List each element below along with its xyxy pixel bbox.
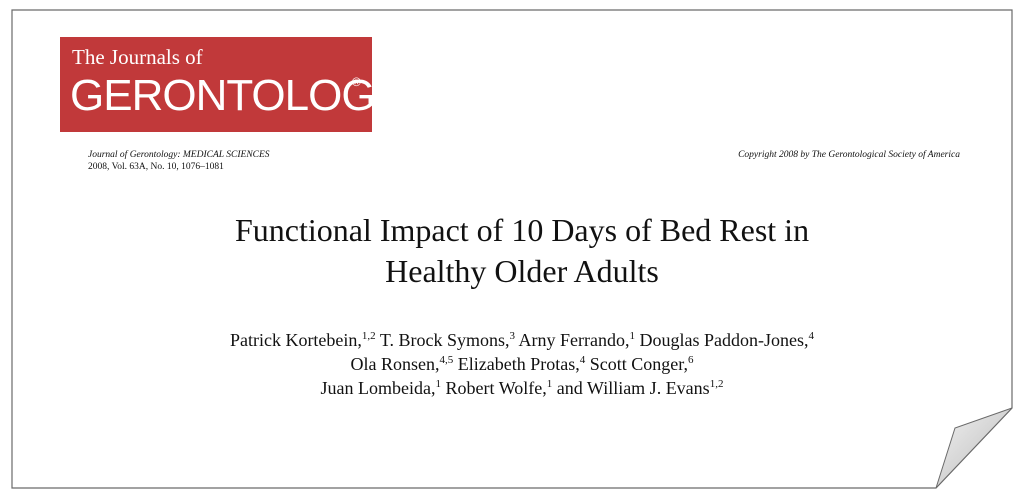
author-name: Arny Ferrando,	[518, 330, 630, 350]
copyright: Copyright 2008 by The Gerontological Soc…	[738, 150, 960, 160]
journal-logo: The Journals of GERONTOLOGY ®	[60, 37, 404, 132]
author-affiliation: 4,5	[439, 354, 454, 366]
journal-citation: 2008, Vol. 63A, No. 10, 1076–1081	[88, 162, 224, 172]
author-name: T. Brock Symons,	[379, 330, 510, 350]
author-name: Patrick Kortebein,	[229, 330, 362, 350]
author-affiliation: 4	[579, 354, 586, 366]
author-name: Elizabeth Protas,	[457, 354, 580, 374]
journal-name: Journal of Gerontology: MEDICAL SCIENCES	[88, 150, 270, 160]
author-affiliation: 1	[629, 330, 636, 342]
logo-mark: ®	[352, 75, 361, 89]
author-name: Scott Conger,	[589, 354, 688, 374]
author-line: Patrick Kortebein,1,2 T. Brock Symons,3 …	[0, 330, 1022, 351]
author-affiliation: 1	[546, 378, 553, 390]
article-title: Functional Impact of 10 Days of Bed Rest…	[234, 212, 810, 248]
author-affiliation: 3	[509, 330, 516, 342]
author-affiliation: 1,2	[709, 378, 724, 390]
author-name: Juan Lombeida,	[320, 378, 436, 398]
author-line: Ola Ronsen,4,5 Elizabeth Protas,4 Scott …	[0, 354, 1022, 375]
author-affiliation: 6	[688, 354, 694, 366]
article-title: Healthy Older Adults	[385, 253, 659, 289]
author-affiliation: 1,2	[361, 330, 376, 342]
author-name: Douglas Paddon-Jones,	[639, 330, 809, 350]
author-line: Juan Lombeida,1 Robert Wolfe,1 and Willi…	[0, 378, 1022, 399]
author-conjunction: and	[556, 378, 583, 398]
author-name: Ola Ronsen,	[350, 354, 440, 374]
logo-line: The Journals of	[72, 45, 203, 69]
author-affiliation: 4	[808, 330, 815, 342]
logo-wordmark: GERONTOLOGY	[70, 71, 404, 120]
author-affiliation: 1	[435, 378, 442, 390]
author-name: William J. Evans	[586, 378, 710, 398]
page-fold	[935, 407, 1013, 489]
author-name: Robert Wolfe,	[445, 378, 547, 398]
